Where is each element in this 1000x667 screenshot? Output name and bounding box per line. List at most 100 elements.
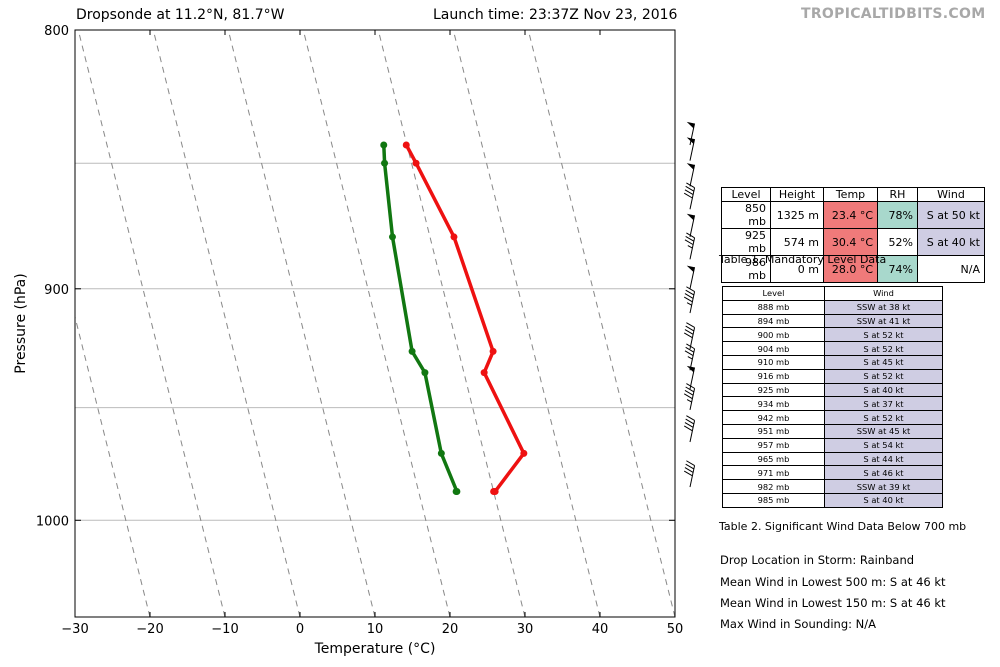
wind-barb (683, 322, 696, 350)
table1-header-row: Level Height Temp RH Wind (721, 187, 985, 202)
table2-level: 900 mb (722, 327, 825, 343)
isotherm-gridline (527, 30, 675, 617)
temperature-point (520, 449, 528, 457)
table2-wind: S at 40 kt (824, 492, 943, 508)
x-tick-label: 0 (296, 622, 304, 637)
x-axis-label: Temperature (°C) (314, 641, 436, 657)
table2-level: 985 mb (722, 492, 825, 508)
y-tick-label: 1000 (36, 514, 69, 529)
wind-barb-feather (686, 286, 695, 292)
table1-level: 850 mb (721, 201, 771, 229)
wind-barb-staff (689, 123, 696, 146)
table1-header-temp: Temp (823, 187, 878, 202)
wind-barb-feather (685, 325, 695, 332)
wind-barb (683, 182, 696, 210)
wind-barb-feather (685, 418, 695, 425)
table2-level: 982 mb (722, 479, 825, 494)
table1-level: 925 mb (721, 228, 771, 256)
isotherm-gridline (152, 30, 301, 617)
wind-barb-staff (689, 237, 696, 260)
table2-row: 942 mb S at 52 kt (722, 410, 943, 425)
table2-wind: S at 46 kt (824, 465, 943, 481)
table1-row: 925 mb 574 m 30.4 °C 52% S at 40 kt (721, 228, 985, 256)
wind-barb-feather (684, 293, 694, 299)
wind-barb-feather (685, 463, 695, 470)
wind-barb-staff (689, 187, 696, 210)
table2-wind: SSW at 38 kt (824, 299, 943, 315)
wind-barb-feather (685, 235, 695, 242)
wind-barb (686, 365, 696, 390)
isotherm-gridline (302, 30, 451, 617)
x-tick-label: −10 (211, 622, 238, 637)
table2-level: 916 mb (722, 368, 825, 384)
wind-barb-staff (689, 267, 696, 289)
table1-rh: 52% (877, 228, 918, 256)
table2-level: 971 mb (722, 465, 825, 481)
table1-header-rh: RH (877, 187, 918, 202)
table1-header-height: Height (770, 187, 824, 202)
y-axis-label: Pressure (hPa) (13, 273, 29, 373)
wind-barb-feather (686, 322, 695, 328)
wind-barb-feather (685, 185, 695, 192)
table2-header-wind: Wind (824, 286, 943, 301)
wind-barb-feather (686, 415, 695, 421)
wind-barb-feather (686, 343, 695, 350)
dewpoint-point (437, 449, 445, 457)
wind-barb-flag (686, 265, 695, 273)
dewpoint-point (380, 141, 388, 149)
table2-header-row: Level Wind (722, 286, 943, 301)
wind-barb-feather (684, 329, 694, 335)
table2-level: 957 mb (722, 437, 825, 453)
table1-caption: Table 1. Mandatory Level Data (719, 253, 887, 266)
temperature-point (402, 141, 410, 149)
table2-row: 951 mb SSW at 45 kt (722, 423, 943, 439)
table2-row: 916 mb S at 52 kt (722, 368, 943, 384)
temperature-point (490, 488, 498, 496)
wind-barb (683, 383, 696, 411)
wind-barb-half-feather (687, 245, 693, 249)
wind-barb-half-feather (686, 399, 692, 403)
table2-header-level: Level (722, 286, 825, 301)
wind-barb-feather (683, 393, 693, 400)
wind-barb-flag (686, 213, 695, 221)
table1-height: 1325 m (770, 201, 824, 229)
wind-barb-staff (689, 138, 696, 161)
table2-row: 910 mb S at 45 kt (722, 354, 943, 370)
wind-barb-flag (686, 365, 695, 373)
isotherm-gridline (227, 30, 376, 617)
temperature-point (480, 369, 488, 377)
table2-wind: S at 52 kt (824, 327, 943, 343)
table2-wind: S at 37 kt (824, 396, 943, 412)
wind-barb-staff (689, 420, 696, 443)
launch-time: Launch time: 23:37Z Nov 23, 2016 (433, 7, 678, 23)
wind-barb-feather (686, 460, 695, 466)
table2-level: 934 mb (722, 396, 825, 412)
temperature-point (489, 347, 497, 355)
wind-barb-flag (686, 121, 695, 129)
table2-row: 904 mb S at 52 kt (722, 341, 943, 356)
table2-row: 985 mb S at 40 kt (722, 492, 943, 508)
significant-wind-table: Level Wind 888 mb SSW at 38 kt 894 mb SSW a… (722, 286, 943, 508)
table1-rh: 78% (877, 201, 918, 229)
wind-barb-feather (683, 332, 693, 339)
wind-barb-feather (685, 289, 695, 296)
wind-barb (686, 121, 696, 146)
x-tick-label: 30 (517, 622, 534, 637)
x-tick-label: 10 (367, 622, 384, 637)
table2-wind: S at 52 kt (824, 410, 943, 425)
wind-barb-staff (689, 465, 696, 488)
table1-row: 850 mb 1325 m 23.4 °C 78% S at 50 kt (721, 201, 985, 229)
wind-barb-feather (684, 389, 694, 396)
temperature-point (450, 233, 458, 241)
mean-wind-500-text: Mean Wind in Lowest 500 m: S at 46 kt (720, 575, 946, 589)
table1-temp: 28.0 °C (823, 255, 878, 283)
table2-level: 965 mb (722, 451, 825, 467)
table2-level: 894 mb (722, 313, 825, 329)
table2-level: 942 mb (722, 410, 825, 425)
table2-level: 910 mb (722, 354, 825, 370)
table2-wind: SSW at 45 kt (824, 423, 943, 439)
dewpoint-line (382, 144, 459, 494)
table2-wind: S at 52 kt (824, 368, 943, 384)
table2-wind: SSW at 41 kt (824, 313, 943, 329)
